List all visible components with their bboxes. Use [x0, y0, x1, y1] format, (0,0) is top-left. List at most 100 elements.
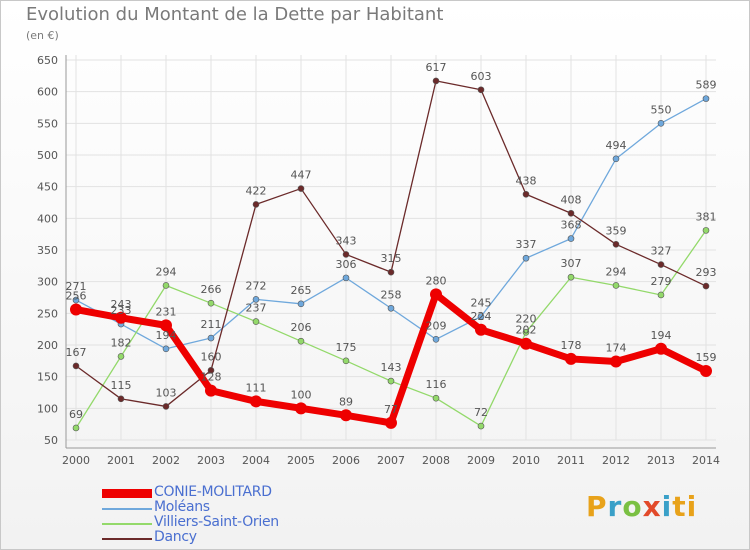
data-point: [297, 300, 305, 308]
x-tick-label: 2007: [377, 454, 405, 467]
data-point: [115, 311, 127, 324]
data-point: [342, 357, 350, 365]
data-label: 293: [696, 266, 717, 279]
data-label: 167: [66, 346, 87, 359]
data-label: 279: [651, 275, 672, 288]
data-label: 550: [651, 103, 672, 116]
data-label: 307: [561, 257, 582, 270]
data-label: 603: [471, 70, 492, 83]
data-label: 368: [561, 219, 582, 232]
data-point: [522, 329, 530, 336]
legend: CONIE-MOLITARD Moléans Villiers-Saint-Orie…: [102, 484, 362, 546]
legend-swatch: [102, 538, 152, 540]
data-point: [567, 209, 575, 217]
y-tick-label: 500: [37, 149, 58, 162]
x-tick-label: 2003: [197, 454, 225, 467]
data-label: 243: [111, 298, 132, 311]
data-point: [72, 362, 80, 370]
legend-swatch: [102, 523, 152, 525]
data-label: 280: [426, 274, 447, 287]
legend-swatch: [102, 489, 152, 498]
data-point: [567, 235, 575, 242]
data-label: 422: [246, 184, 267, 197]
data-label: 231: [156, 305, 177, 318]
data-label: 589: [696, 79, 717, 92]
data-point: [250, 395, 262, 408]
chart-title: Evolution du Montant de la Dette par Hab…: [26, 4, 444, 25]
data-point: [522, 190, 530, 198]
y-tick-label: 650: [37, 54, 58, 67]
data-point: [565, 352, 577, 365]
data-point: [610, 355, 622, 368]
data-label: 89: [339, 395, 353, 408]
data-label: 209: [426, 319, 447, 332]
data-label: 265: [291, 284, 312, 297]
data-point: [162, 403, 170, 410]
data-point: [475, 323, 487, 336]
x-tick-label: 2009: [467, 454, 495, 467]
x-tick-label: 2012: [602, 454, 630, 467]
data-label: 202: [516, 324, 537, 337]
data-label: 100: [291, 388, 312, 401]
data-label: 128: [201, 371, 222, 384]
y-tick-label: 50: [44, 434, 58, 447]
y-tick-label: 100: [37, 402, 58, 415]
data-label: 294: [156, 265, 177, 278]
data-point: [432, 394, 440, 402]
legend-item: Villiers-Saint-Orien: [102, 514, 362, 531]
legend-item: Dancy: [102, 529, 362, 546]
data-label: 447: [291, 169, 312, 182]
data-label: 256: [66, 290, 87, 303]
data-point: [657, 291, 665, 299]
x-tick-label: 2006: [332, 454, 360, 467]
data-label: 327: [651, 245, 672, 258]
data-point: [387, 268, 395, 276]
data-point: [207, 367, 215, 374]
line-chart: 50 100 150 200 250 300 350 400 450 500 550 600 650 20…: [37, 54, 720, 467]
data-point: [612, 282, 620, 289]
data-point: [655, 342, 667, 355]
y-tick-label: 250: [37, 307, 58, 320]
data-label: 159: [696, 351, 717, 364]
x-tick-label: 2004: [242, 454, 270, 467]
legend-swatch: [102, 508, 152, 510]
y-tick-label: 600: [37, 86, 58, 99]
data-label: 224: [471, 310, 492, 323]
data-label: 237: [246, 302, 267, 315]
y-tick-label: 350: [37, 244, 58, 257]
data-label: 315: [381, 252, 402, 265]
data-label: 359: [606, 224, 627, 237]
data-label: 271: [66, 280, 87, 293]
data-point: [702, 95, 710, 102]
data-point: [432, 77, 440, 85]
data-point: [252, 296, 260, 303]
data-point: [70, 303, 82, 316]
data-label: 103: [156, 386, 177, 399]
data-point: [702, 282, 710, 290]
data-point: [522, 254, 530, 262]
data-label: 245: [471, 297, 492, 310]
data-point: [117, 353, 125, 360]
data-point: [477, 422, 485, 430]
data-point: [207, 299, 215, 307]
data-label: 381: [696, 210, 717, 223]
y-tick-label: 550: [37, 117, 58, 130]
data-label: 206: [291, 321, 312, 334]
data-label: 233: [111, 304, 132, 317]
data-point: [477, 86, 485, 94]
data-label: 77: [384, 403, 398, 416]
data-point: [387, 304, 395, 312]
data-point: [205, 384, 217, 397]
data-point: [702, 227, 710, 234]
legend-label: Villiers-Saint-Orien: [154, 514, 279, 530]
data-point: [342, 251, 350, 258]
data-label: 438: [516, 174, 537, 187]
data-point: [657, 120, 665, 127]
data-label: 115: [111, 379, 132, 392]
legend-item: Moléans: [102, 499, 362, 516]
data-point: [297, 185, 305, 192]
data-point: [567, 273, 575, 281]
data-point: [162, 282, 170, 289]
x-tick-label: 2011: [557, 454, 585, 467]
y-tick-label: 200: [37, 339, 58, 352]
